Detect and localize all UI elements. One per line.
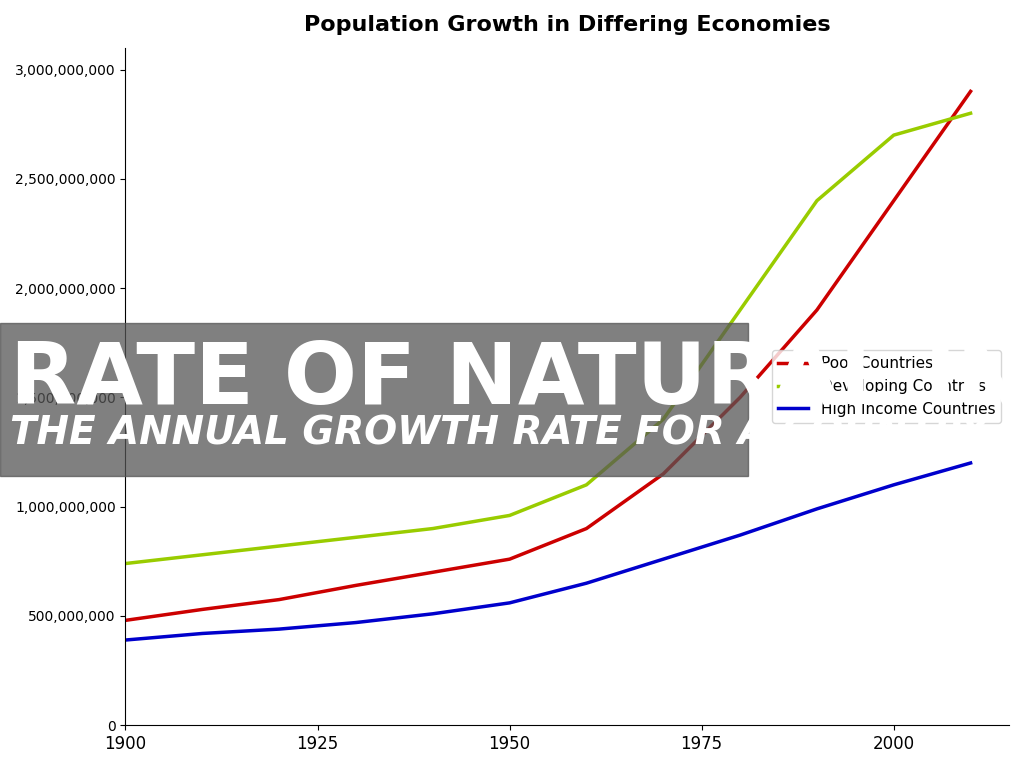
Developing Countries <box>657 415 670 424</box>
Legend: Poor Countries, Developing Countries, High Income Countries: Poor Countries, Developing Countries, Hi… <box>772 350 1001 422</box>
Poor Countries <box>120 616 132 625</box>
High Income Countries <box>811 505 823 514</box>
High Income Countries <box>120 635 132 644</box>
Developing Countries <box>734 306 746 315</box>
Poor Countries <box>273 595 286 604</box>
Developing Countries <box>888 131 900 140</box>
High Income Countries <box>504 598 516 607</box>
High Income Countries <box>350 618 362 627</box>
Poor Countries <box>965 87 977 96</box>
Developing Countries <box>197 550 209 559</box>
Developing Countries <box>350 533 362 542</box>
Developing Countries <box>811 196 823 205</box>
Developing Countries <box>504 511 516 520</box>
Text: THE ANNUAL GROWTH RATE FOR A COUNTRY: THE ANNUAL GROWTH RATE FOR A COUNTRY <box>10 415 988 453</box>
Title: Population Growth in Differing Economies: Population Growth in Differing Economies <box>304 15 830 35</box>
High Income Countries <box>965 458 977 468</box>
Poor Countries <box>427 568 439 577</box>
High Income Countries <box>273 624 286 634</box>
High Income Countries <box>197 629 209 638</box>
Poor Countries <box>657 469 670 478</box>
High Income Countries <box>888 480 900 489</box>
Line: Developing Countries: Developing Countries <box>126 113 971 564</box>
High Income Countries <box>657 554 670 564</box>
Poor Countries <box>197 605 209 614</box>
Developing Countries <box>965 108 977 118</box>
High Income Countries <box>427 609 439 618</box>
Line: High Income Countries: High Income Countries <box>126 463 971 640</box>
Developing Countries <box>273 541 286 551</box>
Developing Countries <box>581 480 593 489</box>
Poor Countries <box>350 581 362 590</box>
Poor Countries <box>504 554 516 564</box>
Poor Countries <box>811 306 823 315</box>
High Income Countries <box>734 531 746 540</box>
Developing Countries <box>120 559 132 568</box>
Text: RATE OF NATURAL INCREASE: RATE OF NATURAL INCREASE <box>10 339 1024 422</box>
Line: Poor Countries: Poor Countries <box>126 91 971 621</box>
Poor Countries <box>734 392 746 402</box>
Developing Countries <box>427 524 439 533</box>
High Income Countries <box>581 578 593 588</box>
Poor Countries <box>888 196 900 205</box>
Poor Countries <box>581 524 593 533</box>
